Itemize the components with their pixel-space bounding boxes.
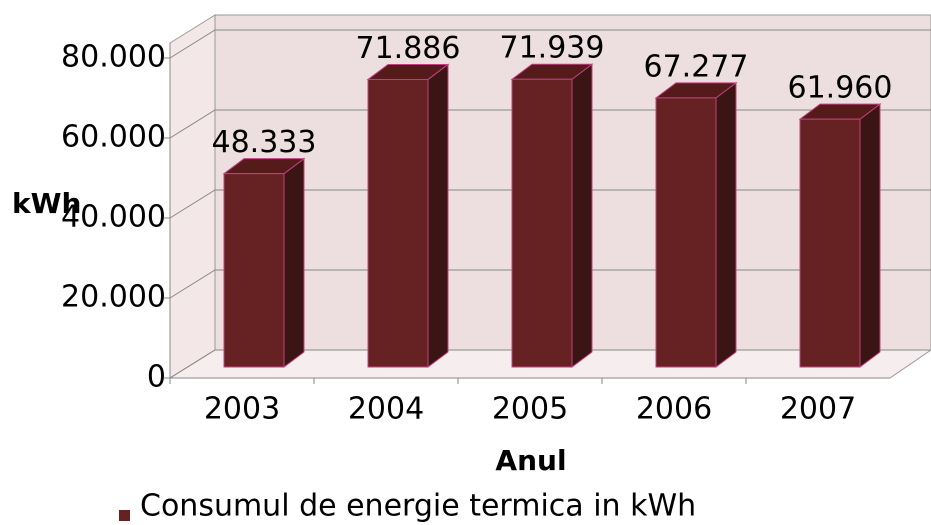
bar-side <box>427 63 449 368</box>
grid-line <box>169 29 931 59</box>
bar-side <box>283 157 305 368</box>
x-tick-label: 2003 <box>204 392 280 427</box>
x-tick-label: 2006 <box>636 392 712 427</box>
y-tick-label: 0 <box>147 360 166 395</box>
bar-front <box>655 97 717 368</box>
x-tick-label: 2007 <box>780 392 856 427</box>
y-tick-label: 60.000 <box>61 120 166 155</box>
legend-swatch <box>119 510 130 521</box>
x-tick-label: 2005 <box>492 392 568 427</box>
legend-label: Consumul de energie termica in kWh <box>140 489 696 524</box>
bar-front <box>799 118 861 368</box>
y-tick-label: 20.000 <box>61 280 166 315</box>
y-axis-label: kWh <box>12 187 81 220</box>
bar <box>510 63 594 368</box>
bar-side <box>571 63 593 368</box>
bar <box>798 103 882 368</box>
bar-front <box>223 173 285 368</box>
bar-side <box>715 81 737 368</box>
bar <box>222 157 306 368</box>
y-tick-label: 80.000 <box>61 40 166 75</box>
data-label: 48.333 <box>212 125 317 160</box>
data-label: 67.277 <box>644 49 749 84</box>
data-label: 71.886 <box>356 31 461 66</box>
bar-front <box>511 78 573 368</box>
bar-front <box>367 78 429 368</box>
x-axis-label: Anul <box>495 444 566 477</box>
bar-side <box>859 103 881 368</box>
data-label: 71.939 <box>500 31 605 66</box>
x-tick-label: 2004 <box>348 392 424 427</box>
bar <box>654 81 738 368</box>
side-wall <box>169 14 216 379</box>
y-tick-label: 40.000 <box>61 200 166 235</box>
data-label: 61.960 <box>788 71 893 106</box>
bar <box>366 63 450 368</box>
